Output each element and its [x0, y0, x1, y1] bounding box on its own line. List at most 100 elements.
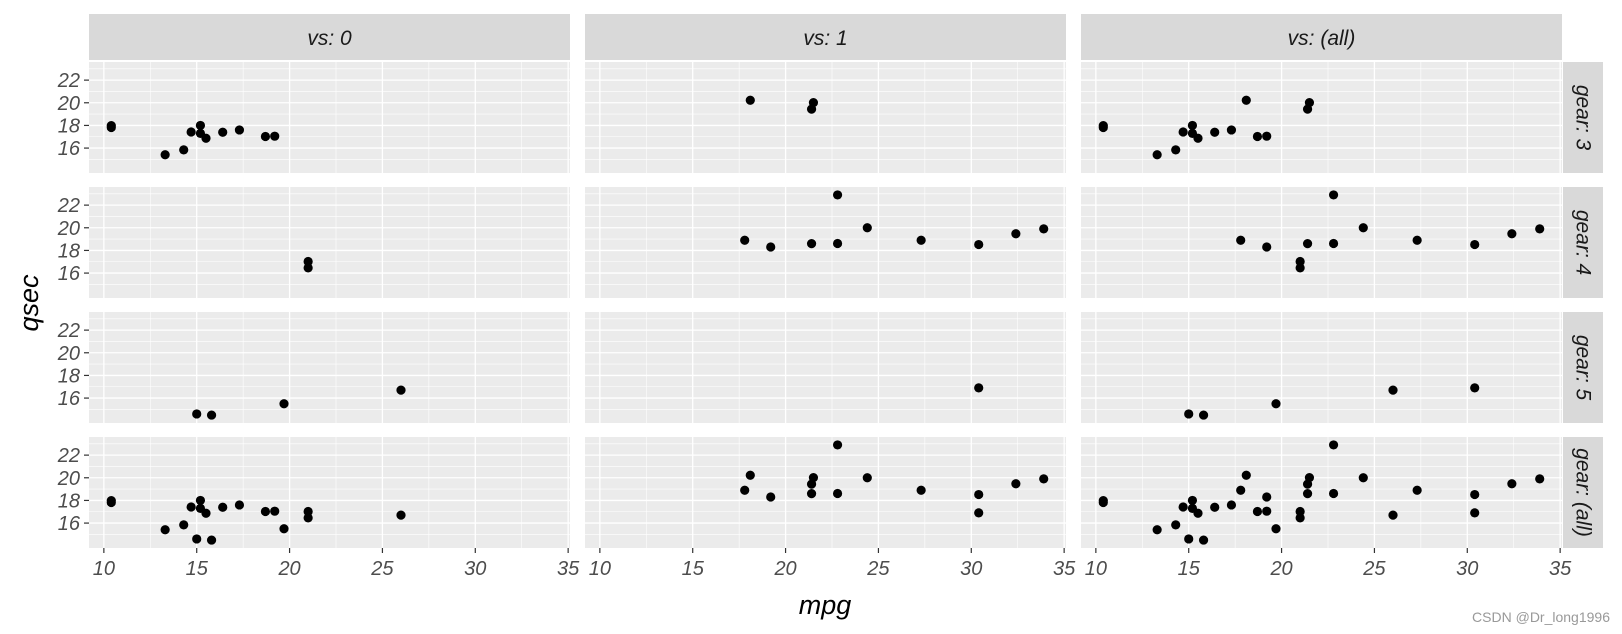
y-tick-label: 18 [58, 240, 80, 262]
data-point [186, 127, 196, 137]
data-point [1295, 256, 1305, 267]
data-point [1328, 238, 1339, 249]
panel-2-0 [1081, 62, 1562, 173]
panel-background [89, 312, 570, 423]
data-point [1011, 229, 1021, 239]
data-point [206, 535, 217, 545]
data-point [1302, 489, 1313, 499]
data-point [1262, 506, 1272, 516]
row-strip-label: gear: 5 [1572, 335, 1595, 401]
data-point [234, 500, 245, 510]
strips-layer: vs: 0 vs: 1 vs: (all) gear: 3 gear: 4 gear: 5… [89, 14, 1603, 548]
data-point [1358, 473, 1368, 483]
row-strip-3 [1563, 437, 1603, 548]
x-tick-label: 25 [370, 558, 394, 580]
panel-background [1081, 187, 1562, 298]
panel-0-3 [89, 437, 570, 548]
row-strip-label: gear: 4 [1572, 210, 1595, 275]
data-point [1328, 190, 1339, 200]
data-point [106, 497, 116, 508]
data-point [1535, 224, 1545, 234]
data-point [974, 383, 984, 393]
data-point [1470, 489, 1480, 500]
x-axis-title: mpg [799, 590, 852, 620]
data-point [1198, 410, 1209, 420]
data-point [1295, 506, 1305, 517]
data-point [1039, 224, 1049, 234]
data-point [179, 145, 189, 155]
y-tick-label: 16 [58, 513, 81, 535]
data-point [1171, 520, 1181, 530]
x-tick-label: 20 [1269, 558, 1292, 580]
panel-1-1 [585, 187, 1066, 298]
x-tick-label: 25 [1362, 558, 1386, 580]
panel-2-1 [1081, 187, 1562, 298]
data-point [1412, 485, 1422, 495]
data-point [106, 122, 116, 133]
data-point [218, 127, 228, 137]
y-tick-label: 16 [58, 138, 81, 160]
y-tick-label: 22 [57, 320, 80, 342]
data-point [832, 190, 843, 200]
data-point [279, 399, 289, 409]
data-point [303, 506, 313, 517]
panel-background [1081, 312, 1562, 423]
x-tick-label: 35 [1053, 558, 1076, 580]
data-point [1152, 150, 1162, 160]
data-point [279, 524, 289, 534]
data-point [1241, 95, 1251, 105]
data-point [1328, 488, 1339, 499]
panel-background [89, 187, 570, 298]
y-tick-label: 20 [57, 468, 80, 490]
panel-2-3 [1081, 437, 1562, 548]
data-point [1184, 409, 1194, 419]
data-point [1210, 127, 1220, 137]
data-point [1470, 239, 1480, 250]
data-point [1470, 508, 1480, 518]
y-tick-label: 18 [58, 365, 80, 387]
data-point [1210, 502, 1220, 512]
data-point [832, 238, 843, 249]
panel-0-2 [89, 312, 570, 423]
panel-background [585, 437, 1066, 548]
y-tick-label: 16 [58, 388, 81, 410]
data-point [218, 502, 228, 512]
panel-1-2 [585, 312, 1066, 423]
data-point [1039, 474, 1049, 484]
data-point [832, 440, 843, 450]
panel-0-0 [89, 62, 570, 173]
row-strip-1 [1563, 187, 1603, 298]
panel-1-3 [585, 437, 1066, 548]
x-tick-label: 20 [773, 558, 796, 580]
data-point [862, 223, 872, 233]
data-point [160, 525, 170, 535]
data-point [1271, 399, 1281, 409]
data-point [1241, 470, 1251, 480]
y-tick-label: 20 [57, 343, 80, 365]
row-strip-0 [1563, 62, 1603, 173]
x-tick-label: 20 [277, 558, 300, 580]
data-point [303, 263, 313, 273]
x-tick-label: 10 [1085, 558, 1107, 580]
data-point [1171, 145, 1181, 155]
data-point [916, 485, 926, 495]
row-strip-label: gear: 3 [1572, 85, 1595, 151]
panel-background [585, 62, 1066, 173]
x-tick-label: 30 [464, 558, 486, 580]
data-point [832, 488, 843, 499]
data-point [201, 508, 211, 518]
col-strip-label: vs: (all) [1288, 27, 1356, 50]
data-point [1388, 510, 1398, 520]
x-tick-label: 35 [1549, 558, 1572, 580]
col-strip-1 [585, 14, 1066, 60]
panels-layer [89, 62, 1562, 548]
watermark-text: CSDN @Dr_long1996 [1472, 609, 1610, 625]
data-point [808, 473, 819, 483]
data-point [862, 473, 872, 483]
y-tick-label: 20 [57, 93, 80, 115]
data-point [808, 98, 819, 108]
data-point [1178, 127, 1188, 137]
col-strip-label: vs: 1 [803, 27, 847, 50]
